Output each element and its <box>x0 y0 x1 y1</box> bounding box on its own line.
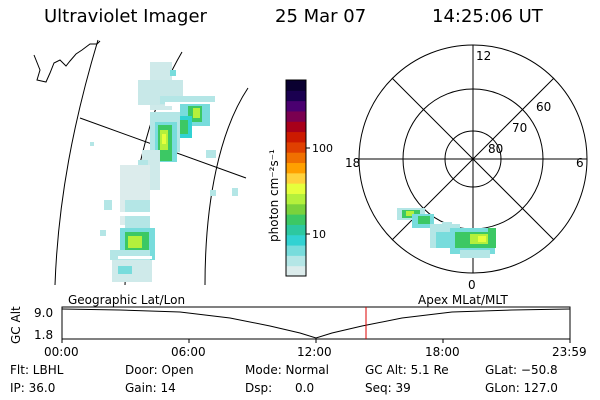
polar-lat-label-60: 60 <box>536 100 551 114</box>
colorbar-tick-label-10: 10 <box>312 228 326 241</box>
colorbar-band <box>286 121 306 133</box>
colorbar-band <box>286 162 306 174</box>
aurora-oval-geo <box>90 62 238 282</box>
seq-readout: Seq: 39 <box>365 381 411 395</box>
timeline-xtick-2359: 23:59 <box>552 345 587 359</box>
timeline-ylabel: GC Alt <box>9 306 23 344</box>
colorbar-band <box>286 265 306 277</box>
colorbar-unit-label: photon cm⁻²s⁻¹ <box>267 149 281 242</box>
coastline <box>33 40 101 83</box>
colorbar-band <box>286 183 306 194</box>
polar-mlt-label-12: 12 <box>476 49 491 63</box>
colorbar-band <box>286 80 306 91</box>
altitude-timeline: GC Alt <box>9 306 571 344</box>
timeline-xtick-1200: 12:00 <box>297 345 332 359</box>
timeline-right-title: Apex MLat/MLT <box>418 293 508 307</box>
colorbar-band <box>286 110 306 122</box>
colorbar-band <box>286 234 306 246</box>
colorbar-band <box>286 152 306 164</box>
colorbar-band <box>286 141 306 153</box>
colorbar-band <box>286 131 306 143</box>
glat-readout: GLat: −50.8 <box>485 363 558 377</box>
polar-mlt-label-0: 0 <box>468 278 476 292</box>
glon-readout: GLon: 127.0 <box>485 381 558 395</box>
colorbar-band <box>286 172 306 184</box>
colorbar-band <box>286 193 306 205</box>
timeline-xtick-0600: 06:00 <box>171 345 206 359</box>
time-label: 14:25:06 UT <box>432 6 543 27</box>
mode-readout: Mode: Normal <box>245 363 329 377</box>
colorbar-band <box>286 100 306 112</box>
timeline-ytick-bottom: 1.8 <box>34 328 54 342</box>
polar-mlt-label-6: 6 <box>576 156 584 170</box>
aurora-oval-polar <box>397 208 496 258</box>
instrument-title: Ultraviolet Imager <box>44 6 207 27</box>
lon-arc-1 <box>54 39 99 286</box>
colorbar-tick-label-100: 100 <box>312 142 333 155</box>
colorbar-band <box>286 90 306 102</box>
colorbar-band <box>286 203 306 215</box>
colorbar: 100 10 photon cm⁻²s⁻¹ <box>267 79 333 277</box>
timeline-left-title: Geographic Lat/Lon <box>68 293 186 307</box>
door-readout: Door: Open <box>125 363 194 377</box>
date-label: 25 Mar 07 <box>275 6 367 27</box>
timeline-frame <box>61 306 571 340</box>
colorbar-band <box>286 214 306 225</box>
gain-readout: Gain: 14 <box>125 381 176 395</box>
timeline-xtick-0000: 00:00 <box>44 345 79 359</box>
gc-alt-curve <box>61 308 571 339</box>
timeline-ytick-top: 9.0 <box>34 306 54 320</box>
colorbar-frame <box>285 79 307 277</box>
colorbar-band <box>286 245 306 256</box>
lon-arc-3 <box>204 87 249 286</box>
filter-readout: Flt: LBHL <box>10 363 64 377</box>
polar-lat-label-80: 80 <box>488 142 503 156</box>
ip-readout: IP: 36.0 <box>10 381 56 395</box>
dsp-readout: Dsp: 0.0 <box>245 381 315 395</box>
polar-mlt-label-18: 18 <box>345 156 360 170</box>
colorbar-band <box>286 224 306 236</box>
polar-plot: 60 70 80 12 18 6 0 <box>345 44 588 292</box>
timeline-xtick-1800: 18:00 <box>425 345 460 359</box>
gc-alt-readout: GC Alt: 5.1 Re <box>365 363 449 377</box>
polar-lat-label-70: 70 <box>512 121 527 135</box>
geographic-map <box>33 39 249 286</box>
colorbar-band <box>286 255 306 267</box>
